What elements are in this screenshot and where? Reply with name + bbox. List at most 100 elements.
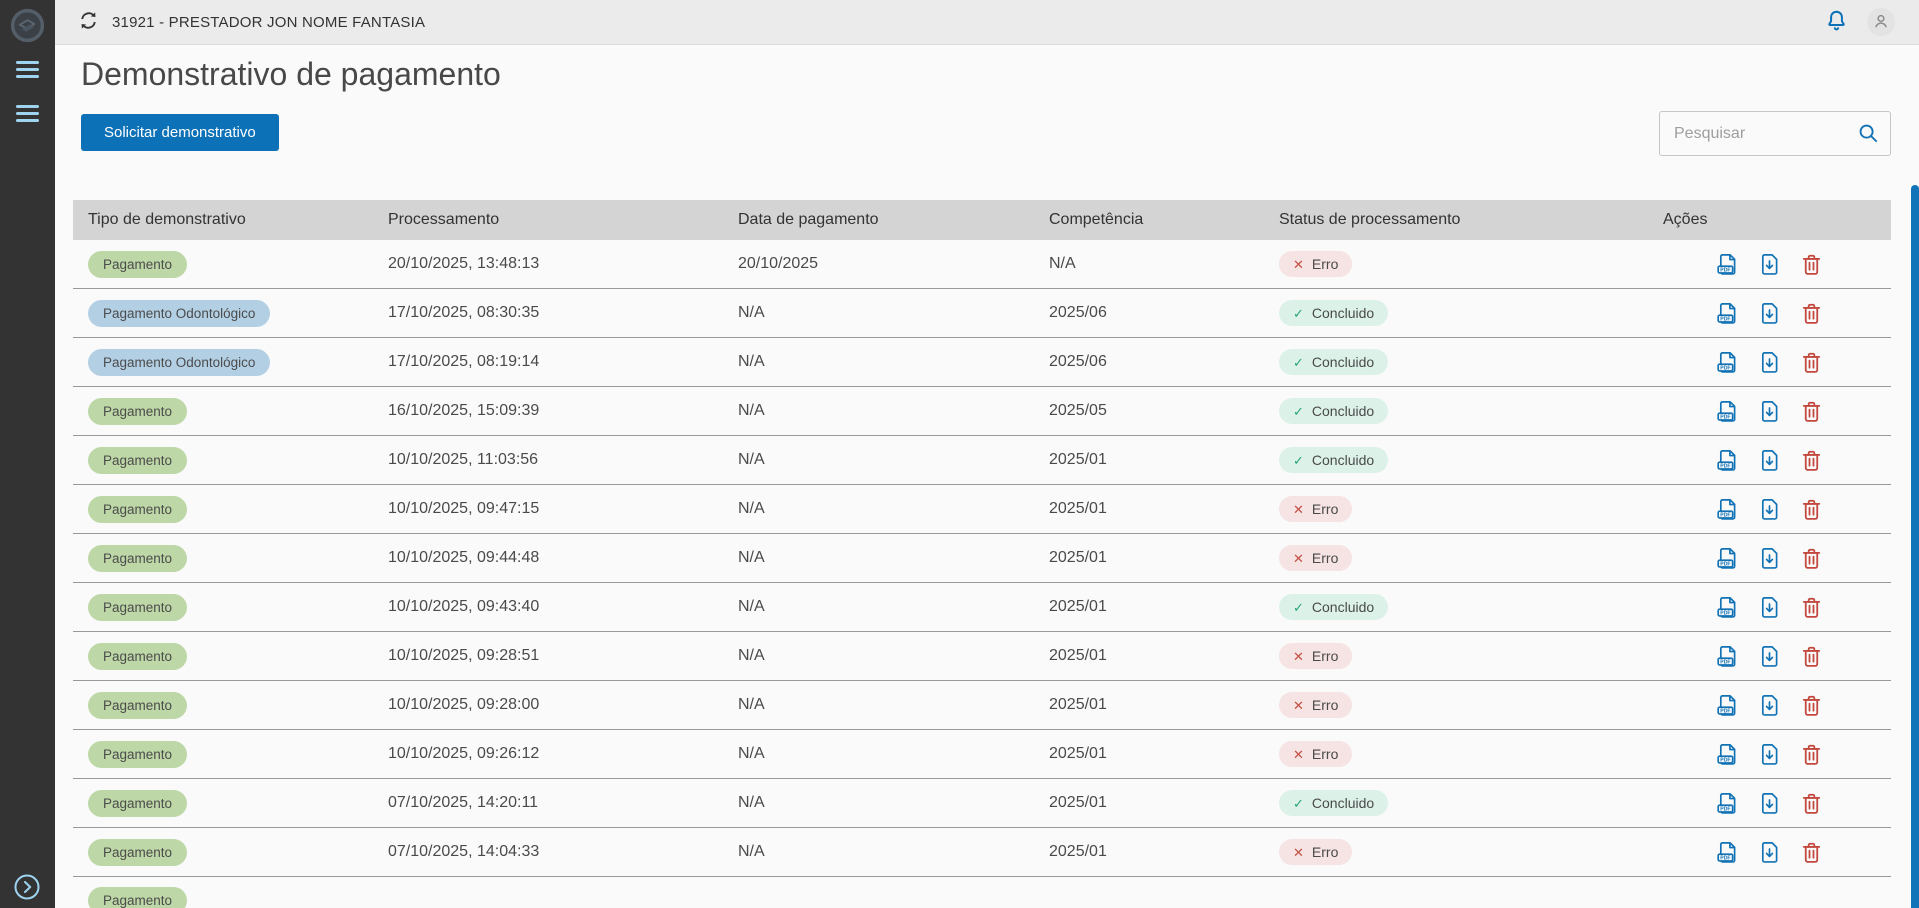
request-statement-button[interactable]: Solicitar demonstrativo xyxy=(81,114,279,151)
delete-action-button[interactable] xyxy=(1800,841,1823,864)
processing-cell: 07/10/2025, 14:20:11 xyxy=(388,794,539,811)
delete-action-button[interactable] xyxy=(1800,694,1823,717)
status-label: Erro xyxy=(1311,501,1339,517)
download-file-icon xyxy=(1761,547,1778,569)
pdf-action-button[interactable] xyxy=(1716,302,1739,325)
pdf-action-button[interactable] xyxy=(1716,547,1739,570)
competence-cell: 2025/01 xyxy=(1049,794,1107,811)
status-badge: ✕ Erro xyxy=(1279,741,1353,767)
competence-cell: 2025/01 xyxy=(1049,451,1107,468)
sidebar-expand-button[interactable] xyxy=(13,873,41,901)
download-action-button[interactable] xyxy=(1758,841,1781,864)
download-action-button[interactable] xyxy=(1758,596,1781,619)
pdf-file-icon xyxy=(1717,253,1736,275)
status-label: Erro xyxy=(1311,746,1339,762)
refresh-button[interactable] xyxy=(79,11,98,33)
pdf-action-button[interactable] xyxy=(1716,351,1739,374)
type-cell: Pagamento xyxy=(73,593,373,621)
download-action-button[interactable] xyxy=(1758,302,1781,325)
vertical-scrollbar[interactable] xyxy=(1911,185,1919,908)
trash-icon xyxy=(1802,401,1821,422)
download-action-button[interactable] xyxy=(1758,694,1781,717)
pdf-file-icon xyxy=(1717,400,1736,422)
table-row: Pagamento 07/10/2025, 14:04:33 N/A 2025/… xyxy=(73,828,1891,877)
actions-cell xyxy=(1648,253,1891,276)
download-action-button[interactable] xyxy=(1758,351,1781,374)
type-badge: Pagamento xyxy=(88,642,188,670)
delete-action-button[interactable] xyxy=(1800,302,1823,325)
type-badge: Pagamento Odontológico xyxy=(88,348,271,376)
pdf-action-button[interactable] xyxy=(1716,841,1739,864)
sidebar xyxy=(0,0,55,908)
processing-cell: 17/10/2025, 08:30:35 xyxy=(388,304,540,321)
payment-date-cell: N/A xyxy=(738,843,765,860)
actions-cell xyxy=(1648,841,1891,864)
pdf-action-button[interactable] xyxy=(1716,400,1739,423)
type-badge: Pagamento xyxy=(88,544,188,572)
table-header-row: Tipo de demonstrativo Processamento Data d… xyxy=(73,200,1891,240)
actions-cell xyxy=(1648,694,1891,717)
payment-date-cell: N/A xyxy=(738,696,765,713)
delete-action-button[interactable] xyxy=(1800,645,1823,668)
download-file-icon xyxy=(1761,596,1778,618)
pdf-action-button[interactable] xyxy=(1716,253,1739,276)
type-badge: Pagamento Odontológico xyxy=(88,299,271,327)
delete-action-button[interactable] xyxy=(1800,547,1823,570)
main-menu-toggle[interactable] xyxy=(16,61,39,78)
delete-action-button[interactable] xyxy=(1800,351,1823,374)
download-action-button[interactable] xyxy=(1758,645,1781,668)
pdf-action-button[interactable] xyxy=(1716,498,1739,521)
status-label: Erro xyxy=(1311,844,1339,860)
processing-cell: 10/10/2025, 09:44:48 xyxy=(388,549,540,566)
type-cell: Pagamento xyxy=(73,250,373,278)
download-action-button[interactable] xyxy=(1758,792,1781,815)
search-input[interactable] xyxy=(1659,111,1891,156)
notifications-button[interactable] xyxy=(1824,8,1849,36)
pdf-action-button[interactable] xyxy=(1716,645,1739,668)
download-action-button[interactable] xyxy=(1758,743,1781,766)
type-cell: Pagamento Odontológico xyxy=(73,299,373,327)
user-menu-button[interactable] xyxy=(1867,8,1895,36)
topbar-actions xyxy=(1824,8,1895,36)
download-action-button[interactable] xyxy=(1758,449,1781,472)
download-file-icon xyxy=(1761,400,1778,422)
pdf-action-button[interactable] xyxy=(1716,596,1739,619)
type-cell: Pagamento xyxy=(73,642,373,670)
type-cell: Pagamento xyxy=(73,838,373,866)
pdf-file-icon xyxy=(1717,694,1736,716)
statements-table: Tipo de demonstrativo Processamento Data d… xyxy=(73,200,1891,908)
delete-action-button[interactable] xyxy=(1800,743,1823,766)
type-badge: Pagamento xyxy=(88,593,188,621)
status-icon: ✓ xyxy=(1293,354,1304,370)
pdf-action-button[interactable] xyxy=(1716,449,1739,472)
trash-icon xyxy=(1802,842,1821,863)
download-action-button[interactable] xyxy=(1758,253,1781,276)
delete-action-button[interactable] xyxy=(1800,792,1823,815)
status-icon: ✓ xyxy=(1293,403,1304,419)
pdf-action-button[interactable] xyxy=(1716,743,1739,766)
competence-cell: 2025/01 xyxy=(1049,598,1107,615)
topbar: 31921 - PRESTADOR JON NOME FANTASIA xyxy=(55,0,1919,45)
actions-cell xyxy=(1648,792,1891,815)
search-icon[interactable] xyxy=(1857,122,1880,150)
pdf-action-button[interactable] xyxy=(1716,792,1739,815)
status-icon: ✓ xyxy=(1293,795,1304,811)
delete-action-button[interactable] xyxy=(1800,253,1823,276)
status-icon: ✓ xyxy=(1293,452,1304,468)
delete-action-button[interactable] xyxy=(1800,449,1823,472)
download-action-button[interactable] xyxy=(1758,547,1781,570)
pdf-action-button[interactable] xyxy=(1716,694,1739,717)
download-action-button[interactable] xyxy=(1758,498,1781,521)
type-cell: Pagamento xyxy=(73,789,373,817)
secondary-menu-toggle[interactable] xyxy=(16,105,39,122)
delete-action-button[interactable] xyxy=(1800,498,1823,521)
delete-action-button[interactable] xyxy=(1800,400,1823,423)
download-action-button[interactable] xyxy=(1758,400,1781,423)
payment-date-cell: N/A xyxy=(738,549,765,566)
processing-cell: 10/10/2025, 09:28:00 xyxy=(388,696,540,713)
delete-action-button[interactable] xyxy=(1800,596,1823,619)
actions-cell xyxy=(1648,547,1891,570)
pdf-file-icon xyxy=(1717,351,1736,373)
download-file-icon xyxy=(1761,694,1778,716)
competence-cell: 2025/01 xyxy=(1049,647,1107,664)
